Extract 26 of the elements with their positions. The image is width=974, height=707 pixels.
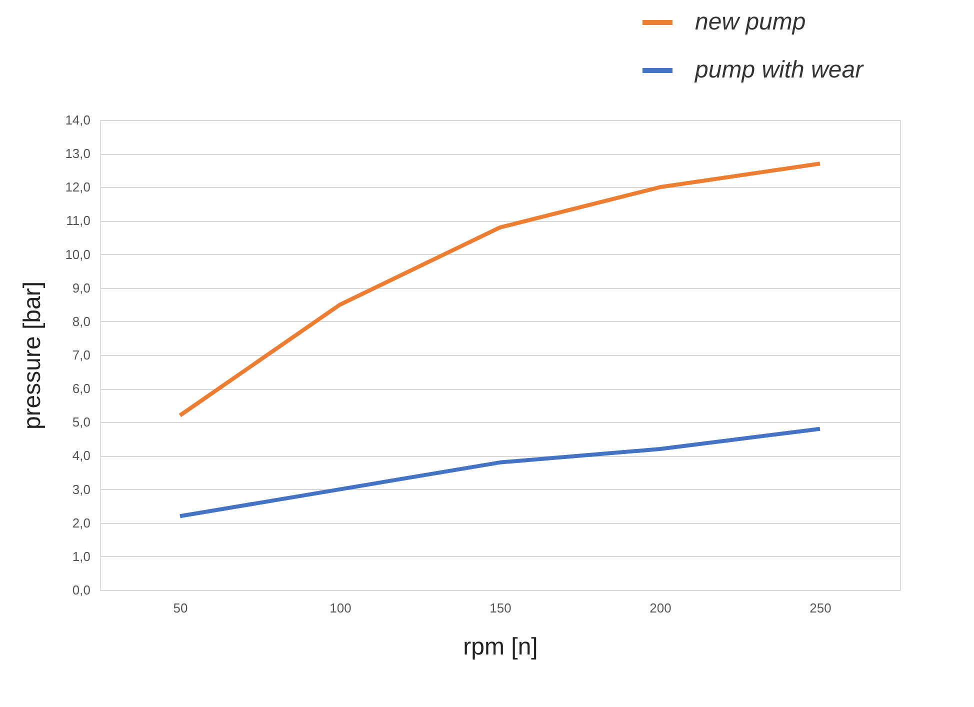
x-tick-label: 150 bbox=[490, 600, 512, 616]
y-tick-label: 4,0 bbox=[72, 448, 90, 464]
x-tick-label: 250 bbox=[810, 600, 832, 616]
y-tick-label: 13,0 bbox=[65, 146, 90, 162]
y-tick-label: 10,0 bbox=[65, 246, 90, 262]
y-tick-label: 2,0 bbox=[72, 515, 90, 530]
y-tick-label: 11,0 bbox=[66, 213, 90, 228]
line-series bbox=[178, 426, 822, 518]
x-tick-label: 50 bbox=[173, 600, 188, 616]
y-tick-label: 14,0 bbox=[65, 112, 90, 128]
y-tick-label: 5,0 bbox=[72, 414, 90, 430]
y-tick-label: 7,0 bbox=[72, 348, 90, 362]
y-tick-label: 9,0 bbox=[72, 280, 90, 296]
y-tick-label: 6,0 bbox=[72, 381, 90, 396]
y-tick-label: 8,0 bbox=[72, 314, 90, 329]
x-tick-label: 200 bbox=[650, 600, 672, 616]
x-tick-label: 100 bbox=[330, 600, 352, 616]
y-tick-label: 12,0 bbox=[65, 180, 90, 195]
x-axis-title: rpm [n] bbox=[463, 634, 538, 660]
line-series bbox=[178, 162, 822, 418]
legend-label: new pump bbox=[695, 8, 806, 36]
legend-label: pump with wear bbox=[694, 56, 864, 84]
y-tick-label: 3,0 bbox=[72, 482, 90, 497]
y-tick-label: 1,0 bbox=[72, 548, 90, 564]
y-axis-title: pressure [bar] bbox=[19, 281, 46, 430]
y-tick-label: 0,0 bbox=[72, 582, 90, 598]
